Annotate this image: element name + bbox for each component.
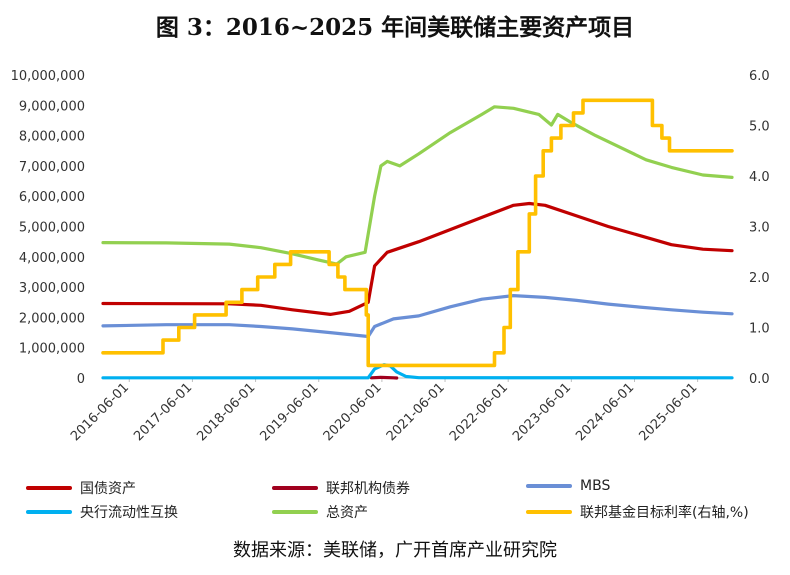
left-y-tick-label: 7,000,000 [19,160,85,175]
right-y-tick-label: 1.0 [749,322,770,337]
legend-item: 联邦基金目标利率(右轴,%) [526,502,749,522]
right-y-tick-label: 5.0 [749,120,770,135]
legend-swatch [272,486,318,490]
legend-swatch [272,510,318,514]
left-y-tick-label: 3,000,000 [19,281,85,296]
legend-label: 联邦机构债券 [326,481,410,497]
legend-swatch [26,486,72,490]
legend-swatch [526,510,572,514]
legend-label: 国债资产 [80,481,136,497]
legend-label: MBS [580,478,611,494]
series-line-0 [101,201,734,316]
x-tick-label: 2019-06-01 [258,380,322,444]
x-tick-label: 2017-06-01 [131,380,195,444]
legend-label: 联邦基金目标利率(右轴,%) [580,505,749,521]
left-y-tick-label: 8,000,000 [19,130,85,145]
left-y-tick-label: 5,000,000 [19,221,85,236]
left-y-tick-label: 0 [77,372,85,387]
legend-item: MBS [526,478,610,494]
x-tick-label: 2024-06-01 [573,380,637,444]
series-line-4 [101,105,734,266]
legend-item: 央行流动性互换 [26,502,178,522]
legend-item: 联邦机构债券 [272,478,410,498]
legend-swatch [26,510,72,514]
legend-label: 总资产 [326,505,368,521]
x-tick-label: 2022-06-01 [447,380,511,444]
x-tick-label: 2021-06-01 [384,380,448,444]
series-lines [101,98,734,380]
x-tick-label: 2016-06-01 [68,380,132,444]
chart-title: 图 3：2016~2025 年间美联储主要资产项目 [155,14,635,41]
legend-item: 国债资产 [26,478,136,498]
left-y-tick-label: 4,000,000 [19,251,85,266]
right-y-axis: 0.0 1.0 2.0 3.0 4.0 5.0 6.0 [749,69,770,387]
x-axis: 2016-06-01 2017-06-01 2018-06-01 2019-06-01… [68,378,700,444]
series-line-5 [101,98,734,368]
left-y-tick-label: 9,000,000 [19,99,85,114]
left-y-tick-label: 10,000,000 [11,69,85,84]
left-y-axis: 0 1,000,000 2,000,000 3,000,000 4,000,000 5,0… [11,69,85,387]
right-y-tick-label: 3.0 [749,221,770,236]
x-tick-label: 2023-06-01 [510,380,574,444]
x-tick-label: 2018-06-01 [194,380,258,444]
series-line-2 [101,294,734,339]
x-tick-label: 2020-06-01 [321,380,385,444]
right-y-tick-label: 0.0 [749,372,770,387]
left-y-tick-label: 6,000,000 [19,190,85,205]
x-tick-label: 2025-06-01 [636,380,700,444]
right-y-tick-label: 4.0 [749,170,770,185]
right-y-tick-label: 2.0 [749,271,770,286]
source-note: 数据来源：美联储，广开首席产业研究院 [233,540,557,561]
right-y-tick-label: 6.0 [749,69,770,84]
legend-label: 央行流动性互换 [80,505,178,521]
left-y-tick-label: 2,000,000 [19,311,85,326]
left-y-tick-label: 1,000,000 [19,342,85,357]
legend-item: 总资产 [272,502,368,522]
legend-swatch [526,484,572,488]
series-line-1 [369,375,399,380]
